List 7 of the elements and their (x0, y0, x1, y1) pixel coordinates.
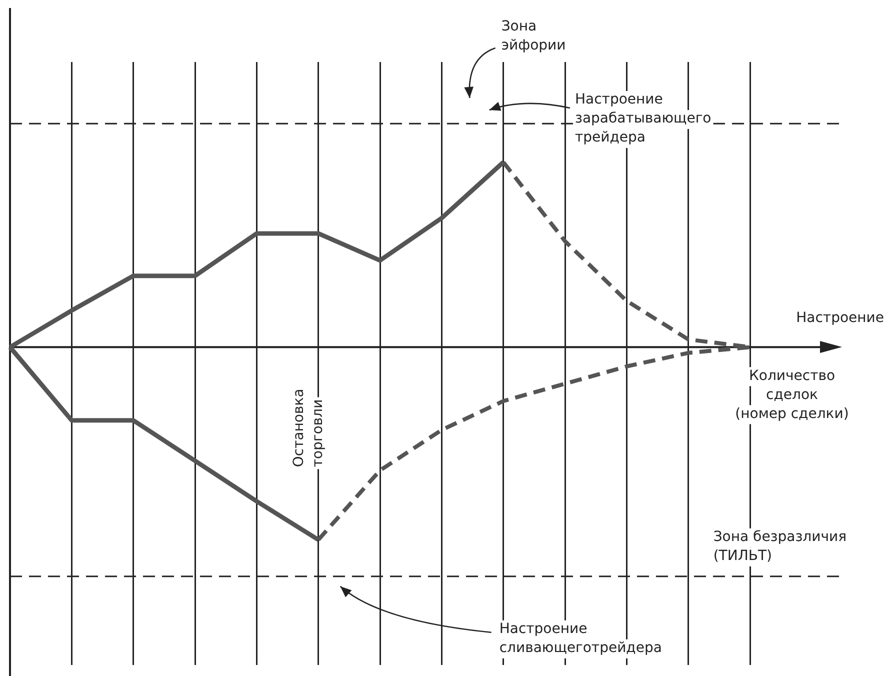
text: Настроение зарабатывающего трейдера (575, 92, 712, 146)
text: Настроение сливающеготрейдера (499, 621, 662, 656)
annotation: Зона безразличия (ТИЛЬТ) (713, 529, 847, 564)
text: Зона эйфории (501, 18, 566, 54)
annotation: Остановка торговли (290, 388, 326, 468)
y-axis-title: Настроение (796, 310, 884, 326)
x-axis-title: Количество сделок (номер сделки) (735, 368, 849, 422)
